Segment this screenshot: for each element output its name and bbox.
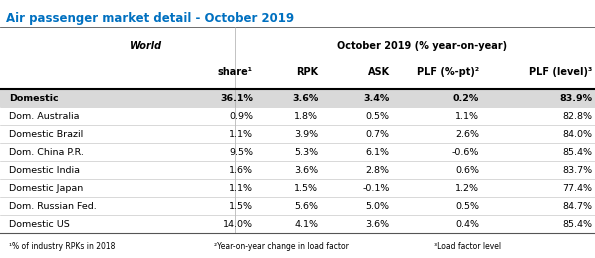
Text: 0.4%: 0.4% bbox=[455, 220, 479, 229]
Text: ³Load factor level: ³Load factor level bbox=[434, 242, 502, 251]
Text: Domestic: Domestic bbox=[9, 94, 58, 102]
Text: Domestic Brazil: Domestic Brazil bbox=[9, 130, 83, 139]
Text: 0.7%: 0.7% bbox=[366, 130, 390, 139]
Text: 1.5%: 1.5% bbox=[229, 202, 253, 211]
Text: 1.6%: 1.6% bbox=[229, 166, 253, 175]
Text: 1.1%: 1.1% bbox=[455, 112, 479, 120]
Text: 2.8%: 2.8% bbox=[366, 166, 390, 175]
Text: Dom. Australia: Dom. Australia bbox=[9, 112, 79, 120]
Text: 83.7%: 83.7% bbox=[562, 166, 592, 175]
Text: Dom. Russian Fed.: Dom. Russian Fed. bbox=[9, 202, 96, 211]
Text: 85.4%: 85.4% bbox=[562, 220, 592, 229]
Text: 1.1%: 1.1% bbox=[229, 130, 253, 139]
Text: -0.6%: -0.6% bbox=[452, 148, 479, 157]
Text: 3.6%: 3.6% bbox=[292, 94, 318, 102]
Text: Domestic India: Domestic India bbox=[9, 166, 80, 175]
Text: 2.6%: 2.6% bbox=[455, 130, 479, 139]
Text: 0.9%: 0.9% bbox=[229, 112, 253, 120]
Text: 1.1%: 1.1% bbox=[229, 184, 253, 193]
Text: RPK: RPK bbox=[296, 67, 318, 77]
Text: 5.6%: 5.6% bbox=[295, 202, 318, 211]
Text: ASK: ASK bbox=[368, 67, 390, 77]
Text: 0.6%: 0.6% bbox=[455, 166, 479, 175]
Text: 84.0%: 84.0% bbox=[562, 130, 592, 139]
Text: 0.5%: 0.5% bbox=[366, 112, 390, 120]
Text: 3.9%: 3.9% bbox=[294, 130, 318, 139]
Text: share¹: share¹ bbox=[218, 67, 253, 77]
Text: 1.8%: 1.8% bbox=[295, 112, 318, 120]
Text: 77.4%: 77.4% bbox=[562, 184, 592, 193]
Text: 3.6%: 3.6% bbox=[294, 166, 318, 175]
Text: 5.3%: 5.3% bbox=[294, 148, 318, 157]
Text: 84.7%: 84.7% bbox=[562, 202, 592, 211]
Text: 3.6%: 3.6% bbox=[365, 220, 390, 229]
Text: PLF (level)³: PLF (level)³ bbox=[529, 67, 592, 77]
Text: 85.4%: 85.4% bbox=[562, 148, 592, 157]
Text: Domestic Japan: Domestic Japan bbox=[9, 184, 83, 193]
Text: 14.0%: 14.0% bbox=[223, 220, 253, 229]
Text: 36.1%: 36.1% bbox=[220, 94, 253, 102]
Text: -0.1%: -0.1% bbox=[362, 184, 390, 193]
Text: 6.1%: 6.1% bbox=[366, 148, 390, 157]
Text: 3.4%: 3.4% bbox=[364, 94, 390, 102]
Text: 83.9%: 83.9% bbox=[559, 94, 592, 102]
Text: Air passenger market detail - October 2019: Air passenger market detail - October 20… bbox=[6, 12, 294, 25]
Text: Dom. China P.R.: Dom. China P.R. bbox=[9, 148, 84, 157]
Text: 1.5%: 1.5% bbox=[295, 184, 318, 193]
Text: 4.1%: 4.1% bbox=[295, 220, 318, 229]
Bar bbox=[0, 89, 595, 107]
Text: October 2019 (% year-on-year): October 2019 (% year-on-year) bbox=[337, 42, 508, 51]
Text: 0.2%: 0.2% bbox=[453, 94, 479, 102]
Text: ²Year-on-year change in load factor: ²Year-on-year change in load factor bbox=[214, 242, 349, 251]
Text: Domestic US: Domestic US bbox=[9, 220, 70, 229]
Text: 5.0%: 5.0% bbox=[366, 202, 390, 211]
Text: PLF (%-pt)²: PLF (%-pt)² bbox=[417, 67, 479, 77]
Text: 9.5%: 9.5% bbox=[229, 148, 253, 157]
Text: 82.8%: 82.8% bbox=[562, 112, 592, 120]
Text: World: World bbox=[130, 42, 162, 51]
Text: 0.5%: 0.5% bbox=[455, 202, 479, 211]
Text: 1.2%: 1.2% bbox=[455, 184, 479, 193]
Text: ¹% of industry RPKs in 2018: ¹% of industry RPKs in 2018 bbox=[9, 242, 115, 251]
